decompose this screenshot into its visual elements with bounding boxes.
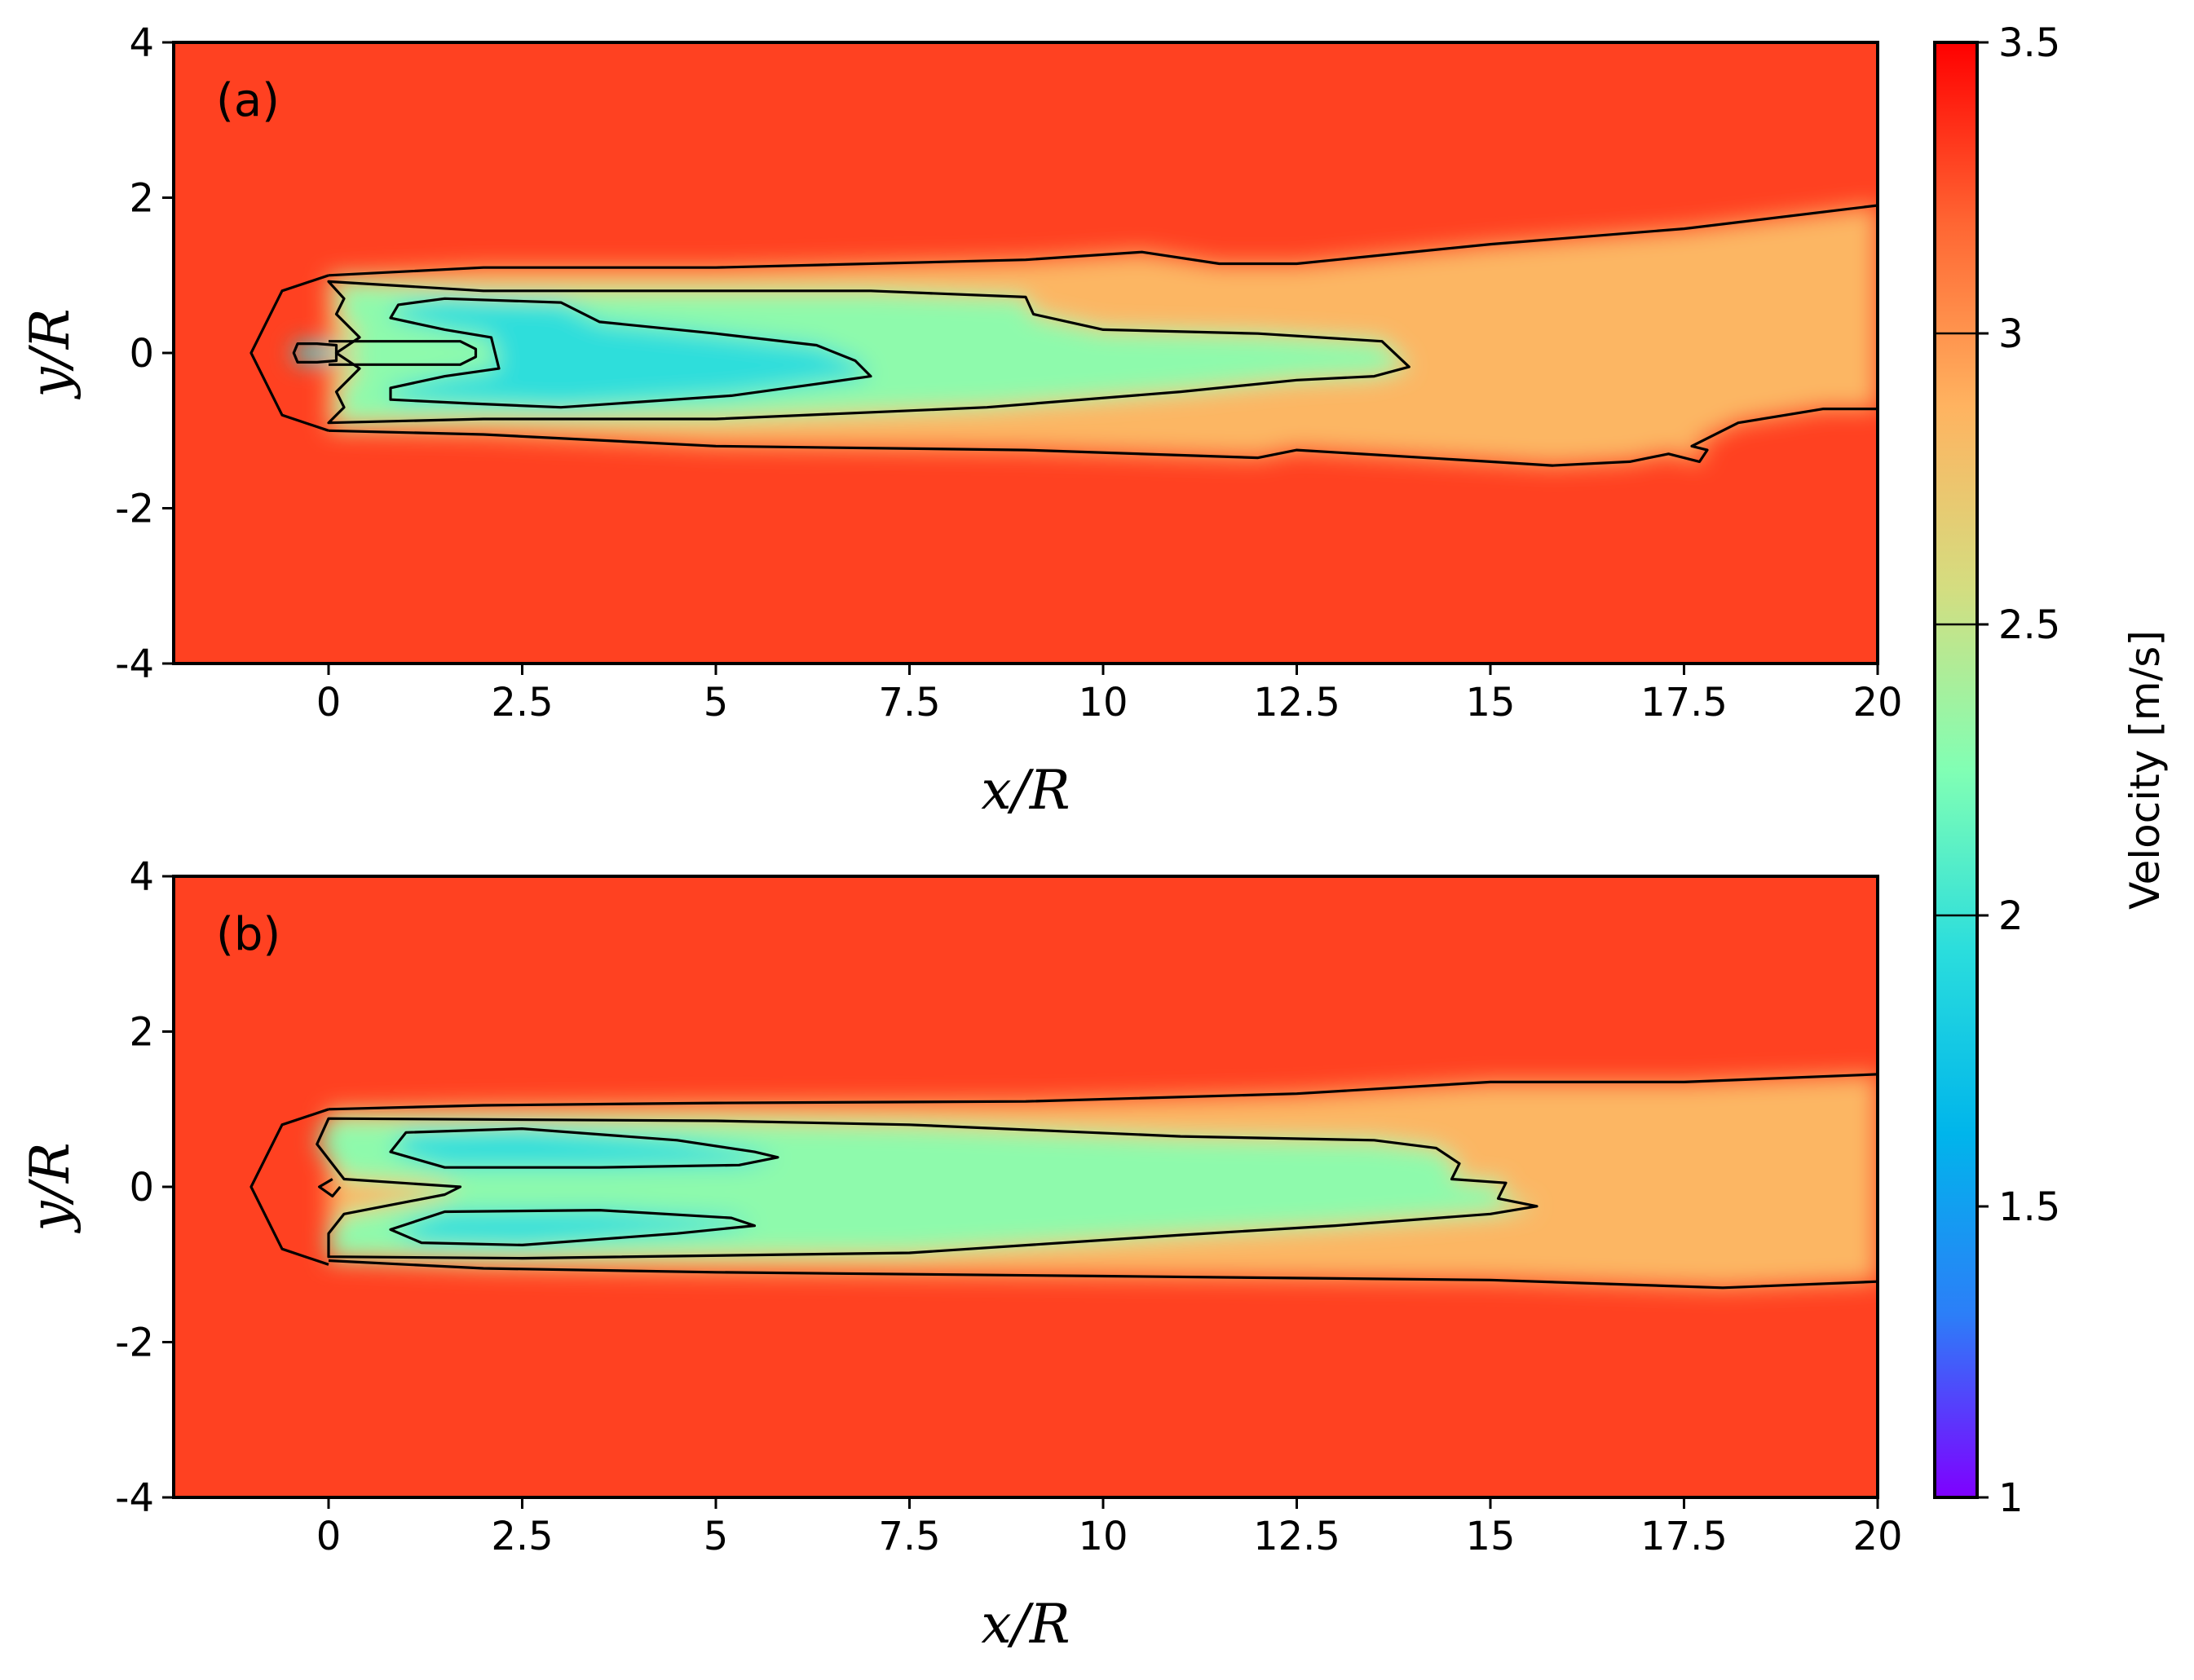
- contour-line-level-3: [328, 204, 1878, 277]
- velocity-band: [391, 1128, 778, 1168]
- x-tick-label: 5: [704, 1514, 729, 1559]
- x-tick-label: 7.5: [878, 1514, 940, 1559]
- x-tick-label: 12.5: [1253, 1514, 1340, 1559]
- contour-line-level-2: [389, 1127, 779, 1169]
- colorbar-tick-label: 2.5: [1998, 602, 2060, 648]
- panel-label: (a): [216, 74, 280, 127]
- contour-line-level-2_5: [316, 1117, 1538, 1260]
- colorbar-gradient: [1933, 41, 1979, 1499]
- colorbar-tick-label: 2: [1998, 893, 2024, 939]
- x-tick-label: 0: [316, 1514, 342, 1559]
- x-tick-label: 20: [1852, 1514, 1902, 1559]
- colorbar-label: Velocity [m/s]: [2121, 630, 2169, 910]
- velocity-field: [294, 205, 1878, 466]
- y-tick-label: 0: [129, 1165, 154, 1210]
- contour-line-level-3: [249, 1108, 329, 1266]
- contour-lines: [249, 204, 1878, 467]
- velocity-field: [316, 1074, 1878, 1288]
- y-tick-label: 2: [129, 1010, 154, 1056]
- colorbar-tick-label: 3.5: [1998, 20, 2060, 66]
- x-tick-label: 12.5: [1253, 680, 1340, 725]
- x-tick-label: 15: [1465, 1514, 1515, 1559]
- y-tick-label: 0: [129, 331, 154, 377]
- colorbar-tick-label: 1.5: [1998, 1184, 2060, 1230]
- panel-label: (b): [216, 908, 280, 961]
- contour-line-level-1_5: [329, 340, 478, 366]
- x-tick-label: 20: [1852, 680, 1902, 725]
- panel-a: 0 2.5 5 7.5 10 12.5 15 17.5 20 -4 -2 0 2 4 x/R y/R (a): [19, 20, 1903, 822]
- y-axis-title: y/R: [19, 308, 82, 399]
- x-axis-title: x/R: [981, 759, 1070, 822]
- x-axis-title: x/R: [981, 1593, 1070, 1656]
- y-tick-label: -2: [115, 487, 154, 532]
- x-tick-label: 2.5: [491, 680, 553, 725]
- panel-b: 0 2.5 5 7.5 10 12.5 15 17.5 20 -4 -2 0 2 4 x/R y/R (b): [19, 854, 1903, 1656]
- contour-line-level-2_5: [327, 280, 1410, 425]
- contour-lines: [249, 1073, 1878, 1290]
- x-tick-label: 17.5: [1640, 1514, 1728, 1559]
- x-tick-label: 15: [1465, 680, 1515, 725]
- y-tick-label: -4: [115, 642, 154, 687]
- contour-line-level-3: [249, 274, 329, 432]
- contour-line-level-2: [389, 297, 872, 409]
- colorbar-tick-label: 3: [1998, 311, 2024, 357]
- velocity-band: [391, 1210, 755, 1246]
- colorbar-tick-label: 1: [1998, 1475, 2024, 1521]
- contour-line-level-2: [292, 342, 338, 364]
- y-tick-label: 4: [129, 854, 154, 900]
- x-tick-label: 17.5: [1640, 680, 1728, 725]
- x-tick-label: 2.5: [491, 1514, 553, 1559]
- x-tick-label: 10: [1078, 1514, 1128, 1559]
- x-tick-label: 0: [316, 680, 342, 725]
- y-tick-label: 4: [129, 20, 154, 66]
- contour-line-level-2: [389, 1209, 757, 1246]
- y-tick-label: -2: [115, 1321, 154, 1366]
- x-tick-label: 10: [1078, 680, 1128, 725]
- contour-line-level-3: [318, 1178, 342, 1197]
- y-axis-title: y/R: [19, 1142, 82, 1233]
- x-tick-label: 5: [704, 680, 729, 725]
- contour-line-level-3: [328, 408, 1878, 467]
- y-tick-label: -4: [115, 1475, 154, 1521]
- contour-line-level-3: [328, 1259, 1878, 1290]
- y-tick-label: 2: [129, 176, 154, 222]
- contour-line-level-3: [328, 1073, 1878, 1111]
- x-tick-label: 7.5: [878, 680, 940, 725]
- colorbar: 1 1.5 2 2.5 3 3.5 Velocity [m/s]: [1933, 20, 2169, 1521]
- velocity-band: [294, 343, 337, 363]
- velocity-band: [391, 298, 871, 408]
